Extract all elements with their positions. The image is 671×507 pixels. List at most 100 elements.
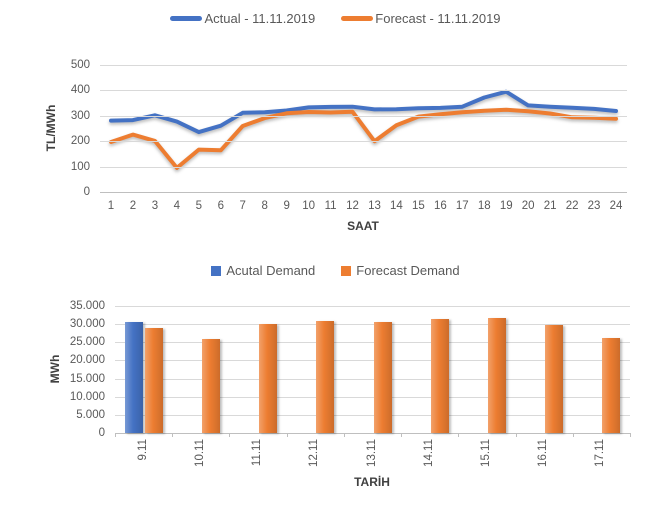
line-chart-series-canvas <box>109 89 618 170</box>
x-tick-label: 16.11 <box>537 439 550 467</box>
legend-item: Forecast - 11.11.2019 <box>341 11 501 26</box>
line-chart-legend: Actual - 11.11.2019 Forecast - 11.11.2019 <box>0 11 671 26</box>
bar-forecast <box>430 319 449 433</box>
x-tick-label: 12.11 <box>308 439 321 467</box>
x-axis-tick <box>172 433 174 437</box>
bar-forecast <box>487 318 506 433</box>
bar-forecast <box>259 324 278 433</box>
y-tick-label: 400 <box>70 84 90 97</box>
x-axis-tick <box>229 433 231 437</box>
y-tick-label: 0 <box>83 186 90 198</box>
y-tick-label: 10.000 <box>69 390 105 403</box>
x-tick-label: 19 <box>499 200 513 212</box>
bar-chart-legend: Acutal Demand Forecast Demand <box>0 263 671 278</box>
line-chart-x-axis-title: SAAT <box>347 219 379 233</box>
gridline <box>115 306 630 307</box>
x-tick-label: 15 <box>411 200 425 212</box>
x-tick-label: 12 <box>346 200 359 212</box>
legend-item: Actual - 11.11.2019 <box>170 11 315 26</box>
x-tick-label: 10.11 <box>193 439 206 467</box>
x-tick-label: 15.11 <box>479 439 492 467</box>
line-chart-y-axis-title: TL/MWh <box>44 104 58 152</box>
x-axis-tick <box>401 433 403 437</box>
line-chart-plot-area <box>100 65 627 193</box>
gridline <box>100 166 627 168</box>
x-tick-label: 13.11 <box>365 439 378 467</box>
legend-item: Forecast Demand <box>341 263 460 278</box>
legend-item: Acutal Demand <box>211 263 315 278</box>
legend-label: Forecast - 11.11.2019 <box>375 11 501 26</box>
legend-label: Forecast Demand <box>356 263 460 278</box>
x-axis-tick <box>286 433 288 437</box>
gridline <box>100 65 627 66</box>
gridline <box>115 324 630 326</box>
y-tick-label: 0 <box>98 427 105 439</box>
x-tick-label: 3 <box>151 200 159 212</box>
x-axis-tick <box>572 433 574 437</box>
x-tick-label: 6 <box>217 200 224 212</box>
gridline <box>115 396 630 398</box>
legend-marker-icon <box>170 16 203 21</box>
gridline <box>115 342 630 344</box>
x-tick-label: 17.11 <box>594 439 607 467</box>
x-tick-label: 14.11 <box>422 439 435 467</box>
x-tick-label: 9 <box>283 200 290 212</box>
x-tick-label: 8 <box>261 200 268 212</box>
x-axis-line <box>100 192 627 193</box>
x-tick-label: 20 <box>521 200 535 212</box>
x-tick-label: 22 <box>565 200 579 212</box>
bar-forecast <box>373 321 392 434</box>
gridline <box>115 378 630 380</box>
x-tick-label: 13 <box>368 200 381 212</box>
bar-chart-x-axis-title: TARİH <box>354 475 390 489</box>
x-tick-label: 5 <box>195 200 203 212</box>
gridline <box>100 141 627 143</box>
bar-actual <box>124 322 143 433</box>
y-tick-label: 500 <box>70 59 90 71</box>
y-tick-label: 15.000 <box>69 372 105 385</box>
gridline <box>100 90 627 92</box>
y-tick-label: 35.000 <box>69 300 105 312</box>
bar-forecast <box>316 321 335 433</box>
bar-forecast <box>201 338 220 434</box>
x-tick-label: 18 <box>477 200 491 212</box>
legend-label: Acutal Demand <box>226 263 316 278</box>
y-tick-label: 200 <box>70 135 90 148</box>
bar-forecast <box>602 337 621 434</box>
line-series-forecast <box>109 107 618 170</box>
x-axis-tick <box>115 433 116 437</box>
x-tick-label: 14 <box>390 200 403 212</box>
x-tick-label: 11.11 <box>251 439 264 467</box>
bar-forecast <box>144 327 163 434</box>
x-tick-label: 23 <box>587 200 601 212</box>
x-tick-label: 11 <box>324 200 337 212</box>
x-axis-tick <box>343 433 345 437</box>
x-tick-label: 17 <box>455 200 469 212</box>
gridline <box>115 414 630 416</box>
x-tick-label: 10 <box>302 200 315 212</box>
y-tick-label: 30.000 <box>69 318 105 331</box>
x-axis-tick <box>458 433 460 437</box>
legend-marker-icon <box>341 16 374 21</box>
x-axis-line <box>115 433 630 434</box>
y-tick-label: 20.000 <box>69 354 105 367</box>
legend-label: Actual - 11.11.2019 <box>204 11 316 26</box>
legend-marker-icon <box>211 265 222 276</box>
y-tick-label: 25.000 <box>69 336 105 349</box>
x-axis-tick <box>515 433 517 437</box>
x-tick-label: 4 <box>173 200 181 212</box>
y-tick-label: 5.000 <box>76 408 105 421</box>
line-series-actual <box>109 89 618 135</box>
gridline <box>100 115 627 117</box>
x-tick-label: 1 <box>107 200 115 212</box>
legend-marker-icon <box>341 265 352 276</box>
x-tick-label: 7 <box>239 200 246 212</box>
x-tick-label: 24 <box>609 200 623 212</box>
y-tick-label: 100 <box>70 160 90 173</box>
x-tick-label: 2 <box>129 200 137 212</box>
bar-chart-y-axis-title: MWh <box>48 354 62 384</box>
bar-forecast <box>545 324 564 434</box>
bar-chart-plot-area <box>115 306 630 434</box>
x-axis-tick <box>630 433 631 437</box>
x-tick-label: 21 <box>543 200 557 212</box>
